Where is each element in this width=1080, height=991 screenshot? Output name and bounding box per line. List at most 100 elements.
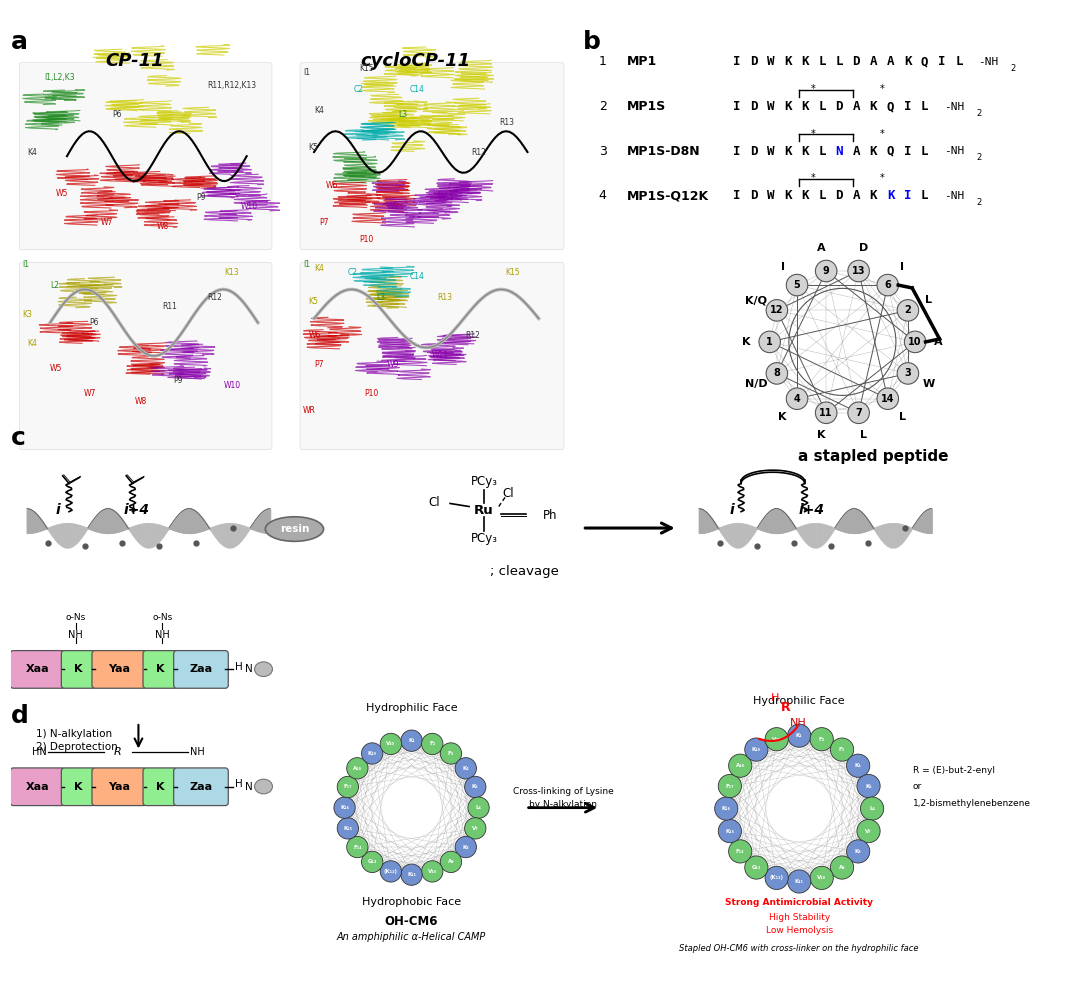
Text: L: L bbox=[861, 430, 867, 440]
Text: L₆: L₆ bbox=[475, 805, 482, 811]
Text: Cl: Cl bbox=[502, 487, 514, 499]
Text: i+4: i+4 bbox=[798, 502, 824, 516]
Circle shape bbox=[468, 797, 489, 819]
Text: W: W bbox=[767, 145, 774, 158]
Text: L: L bbox=[921, 145, 929, 158]
Text: 6: 6 bbox=[885, 280, 891, 290]
Text: W: W bbox=[767, 100, 774, 113]
Text: L3: L3 bbox=[376, 293, 384, 302]
Text: 14: 14 bbox=[881, 393, 894, 403]
Circle shape bbox=[787, 870, 811, 893]
Circle shape bbox=[848, 402, 869, 423]
Circle shape bbox=[715, 797, 738, 821]
Circle shape bbox=[815, 402, 837, 423]
FancyBboxPatch shape bbox=[143, 651, 177, 688]
Circle shape bbox=[337, 776, 359, 798]
Text: i+4: i+4 bbox=[124, 502, 150, 516]
Circle shape bbox=[810, 866, 834, 890]
Circle shape bbox=[347, 836, 368, 858]
Text: I1,L2,K3: I1,L2,K3 bbox=[44, 72, 76, 81]
Text: -NH: -NH bbox=[944, 146, 964, 157]
Text: ; cleavage: ; cleavage bbox=[489, 565, 558, 578]
Text: K: K bbox=[784, 145, 792, 158]
Circle shape bbox=[766, 299, 787, 321]
Circle shape bbox=[877, 387, 899, 409]
Text: N/D: N/D bbox=[744, 379, 767, 388]
Circle shape bbox=[759, 331, 781, 353]
Circle shape bbox=[337, 818, 359, 839]
Ellipse shape bbox=[255, 779, 272, 794]
Text: K4: K4 bbox=[314, 106, 324, 115]
FancyBboxPatch shape bbox=[92, 768, 147, 806]
Text: V₂₀: V₂₀ bbox=[387, 741, 395, 746]
Text: A: A bbox=[934, 337, 943, 347]
Text: V₁₀: V₁₀ bbox=[818, 875, 826, 880]
Text: 4: 4 bbox=[598, 189, 607, 202]
Text: D: D bbox=[750, 189, 757, 202]
Text: *: * bbox=[811, 129, 815, 139]
Circle shape bbox=[786, 275, 808, 296]
Ellipse shape bbox=[266, 516, 324, 541]
Circle shape bbox=[847, 839, 869, 863]
Text: 7: 7 bbox=[855, 407, 862, 418]
Circle shape bbox=[401, 730, 422, 751]
FancyBboxPatch shape bbox=[174, 768, 228, 806]
Text: F₃: F₃ bbox=[448, 751, 454, 756]
Text: 11: 11 bbox=[820, 407, 833, 418]
Text: Yaa: Yaa bbox=[108, 782, 131, 792]
Text: K₅: K₅ bbox=[472, 785, 478, 790]
Text: Cl: Cl bbox=[429, 496, 440, 509]
Circle shape bbox=[765, 866, 788, 890]
Text: MP1S-Q12K: MP1S-Q12K bbox=[627, 189, 710, 202]
Text: CP-11: CP-11 bbox=[105, 53, 164, 70]
Text: G₁₃: G₁₃ bbox=[367, 859, 377, 864]
Text: F₁₄: F₁₄ bbox=[735, 849, 744, 854]
Circle shape bbox=[897, 299, 919, 321]
Circle shape bbox=[765, 727, 788, 751]
Text: W9: W9 bbox=[387, 360, 400, 369]
Text: Q: Q bbox=[887, 100, 894, 113]
Text: L₆: L₆ bbox=[869, 806, 875, 811]
Text: I: I bbox=[939, 55, 946, 68]
Text: P9: P9 bbox=[197, 193, 205, 202]
Text: K: K bbox=[75, 664, 83, 675]
Text: I: I bbox=[733, 100, 740, 113]
Text: R11,R12,K13: R11,R12,K13 bbox=[207, 81, 256, 90]
FancyBboxPatch shape bbox=[92, 651, 147, 688]
Circle shape bbox=[815, 261, 837, 281]
Text: K: K bbox=[75, 782, 83, 792]
Text: 2: 2 bbox=[1011, 64, 1016, 73]
Text: K₅: K₅ bbox=[865, 784, 872, 789]
Text: 1,2-bismethylenebenzene: 1,2-bismethylenebenzene bbox=[913, 799, 1030, 808]
Text: 9: 9 bbox=[823, 266, 829, 276]
Text: K₁₅: K₁₅ bbox=[726, 828, 734, 833]
Circle shape bbox=[810, 727, 834, 751]
Text: K: K bbox=[801, 189, 809, 202]
Text: K₁: K₁ bbox=[796, 733, 802, 738]
Circle shape bbox=[464, 776, 486, 798]
Text: W11: W11 bbox=[432, 352, 449, 361]
Text: K₈: K₈ bbox=[855, 849, 862, 854]
Text: K4: K4 bbox=[314, 264, 324, 274]
Text: 8: 8 bbox=[773, 369, 781, 379]
Text: MP1: MP1 bbox=[627, 55, 658, 68]
Text: o-Ns: o-Ns bbox=[66, 612, 85, 621]
Text: K: K bbox=[156, 664, 164, 675]
Text: K₄: K₄ bbox=[854, 763, 862, 768]
Text: H: H bbox=[235, 779, 243, 789]
Text: H: H bbox=[235, 662, 243, 672]
Text: W5: W5 bbox=[50, 364, 63, 373]
Text: W6: W6 bbox=[325, 180, 338, 190]
Text: K15: K15 bbox=[505, 269, 519, 277]
Circle shape bbox=[831, 738, 853, 761]
FancyBboxPatch shape bbox=[143, 768, 177, 806]
Text: A₁₈: A₁₈ bbox=[353, 766, 362, 771]
Circle shape bbox=[362, 851, 383, 872]
Text: D: D bbox=[750, 55, 757, 68]
FancyBboxPatch shape bbox=[11, 651, 65, 688]
Text: I: I bbox=[733, 189, 740, 202]
Text: K₄: K₄ bbox=[462, 766, 469, 771]
Text: I: I bbox=[733, 145, 740, 158]
Text: 13: 13 bbox=[852, 266, 865, 276]
Text: I: I bbox=[904, 100, 912, 113]
